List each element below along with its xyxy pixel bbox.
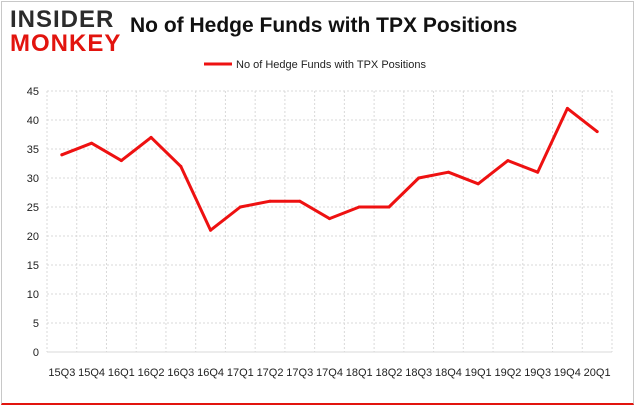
x-tick-label: 20Q1 <box>584 367 611 379</box>
data-point <box>149 135 153 139</box>
logo-line-2: MONKEY <box>10 30 122 57</box>
data-point <box>209 228 213 232</box>
x-tick-label: 16Q2 <box>138 367 165 379</box>
x-tick-label: 19Q4 <box>554 367 581 379</box>
x-tick-label: 19Q1 <box>465 367 492 379</box>
y-axis-ticks: 0 5 10 15 20 25 30 35 40 45 <box>27 86 39 359</box>
x-tick-label: 18Q1 <box>346 367 373 379</box>
data-point <box>536 170 540 174</box>
data-point <box>357 205 361 209</box>
x-tick-label: 17Q1 <box>227 367 254 379</box>
data-point <box>506 159 510 163</box>
y-tick-label: 0 <box>33 347 39 359</box>
data-point <box>119 159 123 163</box>
y-tick-label: 10 <box>27 289 39 301</box>
x-tick-label: 18Q3 <box>405 367 432 379</box>
data-point <box>90 141 94 145</box>
data-point <box>387 205 391 209</box>
series-group <box>60 106 599 232</box>
data-point <box>268 199 272 203</box>
y-tick-label: 15 <box>27 260 39 272</box>
x-tick-label: 16Q3 <box>167 367 194 379</box>
legend: No of Hedge Funds with TPX Positions <box>204 59 426 71</box>
y-tick-label: 40 <box>27 115 39 127</box>
grid-lines <box>46 90 613 353</box>
y-tick-label: 20 <box>27 231 39 243</box>
y-tick-label: 25 <box>27 202 39 214</box>
data-point <box>60 153 64 157</box>
data-point <box>476 182 480 186</box>
x-tick-label: 19Q3 <box>524 367 551 379</box>
x-tick-label: 17Q3 <box>286 367 313 379</box>
data-point <box>595 130 599 134</box>
logo-line-1: INSIDER <box>10 6 115 33</box>
y-tick-label: 35 <box>27 144 39 156</box>
x-tick-label: 15Q3 <box>48 367 75 379</box>
data-point <box>446 170 450 174</box>
x-axis-ticks: 15Q3 15Q4 16Q1 16Q2 16Q3 16Q4 17Q1 17Q2 17Q3 17Q4… <box>48 367 610 379</box>
x-tick-label: 18Q2 <box>376 367 403 379</box>
data-point <box>179 164 183 168</box>
x-tick-label: 16Q4 <box>197 367 224 379</box>
x-tick-label: 17Q4 <box>316 367 343 379</box>
data-point <box>298 199 302 203</box>
data-point <box>328 217 331 221</box>
x-tick-label: 16Q1 <box>108 367 135 379</box>
insider-monkey-logo: INSIDER MONKEY <box>10 8 121 56</box>
x-tick-label: 19Q2 <box>494 367 521 379</box>
data-point <box>238 205 242 209</box>
series-line <box>60 106 599 232</box>
data-point <box>565 106 569 110</box>
y-tick-label: 45 <box>27 86 39 98</box>
legend-label: No of Hedge Funds with TPX Positions <box>236 59 426 71</box>
chart-title: No of Hedge Funds with TPX Positions <box>130 14 518 37</box>
x-tick-label: 15Q4 <box>78 367 105 379</box>
y-tick-label: 5 <box>33 318 39 330</box>
y-tick-label: 30 <box>27 173 39 185</box>
x-tick-label: 18Q4 <box>435 367 462 379</box>
data-point <box>417 176 421 180</box>
x-tick-label: 17Q2 <box>257 367 284 379</box>
